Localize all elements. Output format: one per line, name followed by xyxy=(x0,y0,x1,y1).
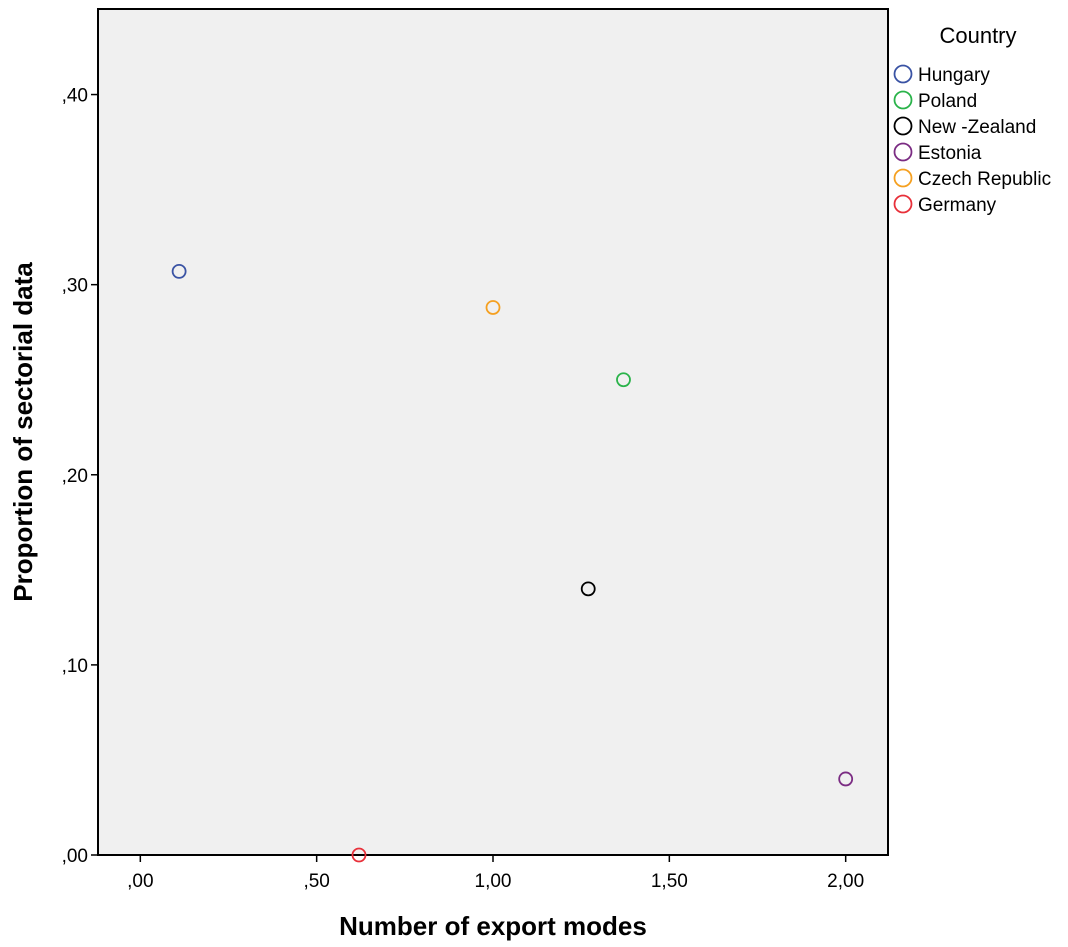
legend-marker xyxy=(893,194,913,214)
plot-area xyxy=(97,8,889,856)
legend-marker xyxy=(893,168,913,188)
y-tick-label: ,20 xyxy=(62,466,88,487)
legend: Hungary Poland New -Zealand Estonia Czech Re… xyxy=(893,64,1051,216)
x-tick-label: 2,00 xyxy=(827,871,864,892)
legend-label: New -Zealand xyxy=(918,117,1036,138)
legend-marker xyxy=(893,64,913,84)
y-tick-label: ,00 xyxy=(62,846,88,867)
legend-title: Country xyxy=(939,23,1016,48)
y-tick-label: ,10 xyxy=(62,656,88,677)
legend-label: Poland xyxy=(918,91,977,112)
x-tick-label: 1,00 xyxy=(475,871,512,892)
data-point-czech-republic xyxy=(485,300,501,315)
x-axis: ,00 ,50 1,00 1,50 2,00 xyxy=(127,855,864,892)
x-tick-label: ,00 xyxy=(127,871,153,892)
legend-marker xyxy=(893,116,913,136)
legend-label: Estonia xyxy=(918,143,982,164)
legend-label: Hungary xyxy=(918,65,990,86)
legend-marker xyxy=(893,142,913,162)
data-point-poland xyxy=(616,372,631,388)
x-tick-label: 1,50 xyxy=(651,871,688,892)
y-tick-label: ,30 xyxy=(62,276,88,297)
data-point-hungary xyxy=(171,263,187,279)
x-axis-title: Number of export modes xyxy=(339,911,647,941)
legend-label: Czech Republic xyxy=(918,169,1051,190)
x-tick-label: ,50 xyxy=(303,871,329,892)
data-point-germany xyxy=(351,847,367,863)
y-axis-title: Proportion of sectorial data xyxy=(8,262,38,602)
data-points xyxy=(171,263,854,863)
y-axis: ,00 ,10 ,20 ,30 ,40 xyxy=(62,86,98,867)
data-point-estonia xyxy=(838,771,854,787)
legend-label: Germany xyxy=(918,195,997,216)
legend-marker xyxy=(893,90,913,110)
data-point-new-zealand xyxy=(580,581,596,597)
y-tick-label: ,40 xyxy=(62,86,88,107)
